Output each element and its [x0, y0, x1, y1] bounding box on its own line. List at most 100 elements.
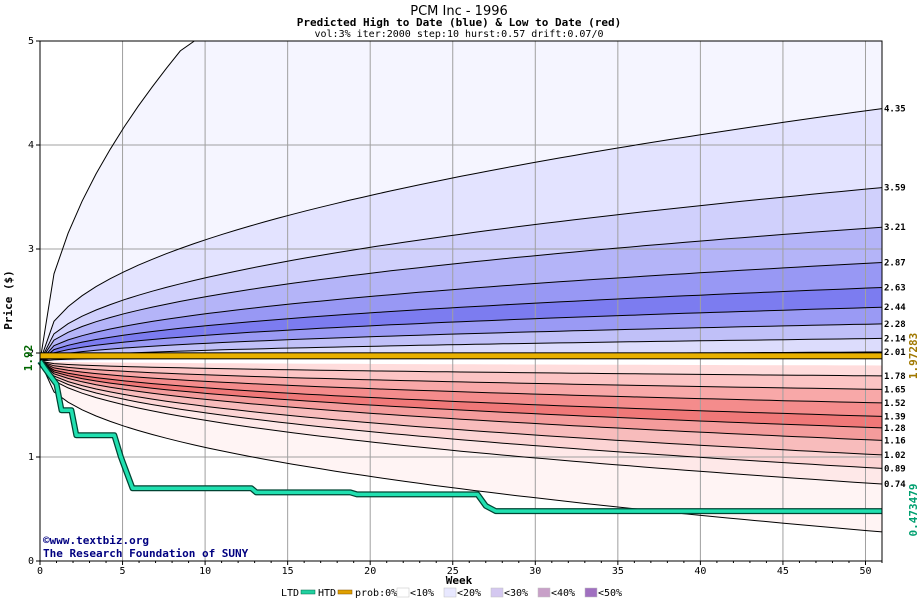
low-contour-1.28	[39, 360, 883, 429]
legend-htd-label: HTD	[318, 588, 336, 599]
y-tick-label-5: 5	[28, 36, 34, 47]
x-tick-label-35: 35	[612, 566, 624, 577]
htd-line	[39, 352, 883, 360]
start-price-label: 1.92	[22, 345, 35, 372]
high-label-2.87: 2.87	[884, 259, 906, 269]
percentile-contours	[39, 40, 883, 533]
y-tick-label-4: 4	[28, 140, 34, 151]
legend-htd-swatch	[337, 589, 353, 595]
low-band-10	[40, 361, 882, 376]
high-label-2.63: 2.63	[884, 283, 906, 293]
low-label-0.89: 0.89	[884, 464, 906, 474]
legend-bin-label-1: <10%	[410, 588, 434, 599]
low-band-7	[40, 361, 882, 417]
legend-ltd-label: LTD	[281, 588, 299, 599]
low-contour-1.65	[39, 360, 883, 390]
x-tick-label-30: 30	[529, 566, 541, 577]
legend-bin-swatch-4	[537, 587, 551, 598]
low-band-2	[40, 361, 882, 484]
y-tick-label-2: 2	[28, 348, 34, 359]
y-tick-label-0: 0	[28, 556, 34, 567]
actual-low-label: 0.473479	[907, 484, 920, 537]
high-band-7	[40, 307, 882, 362]
high-contour-3.21	[39, 226, 883, 362]
low-label-1.16: 1.16	[884, 436, 906, 446]
high-label-4.35: 4.35	[884, 105, 906, 115]
chart-title: PCM Inc - 1996	[410, 4, 508, 19]
credit-site: ©www.textbiz.org	[43, 534, 149, 547]
low-label-1.52: 1.52	[884, 399, 906, 409]
x-tick-label-10: 10	[199, 566, 211, 577]
legend-ltd-swatch	[300, 589, 316, 595]
high-band-6	[40, 287, 882, 362]
low-contour-1.78	[39, 360, 883, 377]
low-label-1.65: 1.65	[884, 385, 906, 395]
high-label-2.01: 2.01	[884, 348, 906, 358]
high-band-8	[40, 323, 882, 362]
low-label-1.78: 1.78	[884, 372, 906, 382]
plot-border	[39, 40, 883, 562]
high-label-3.59: 3.59	[884, 184, 906, 194]
high-contour-2.28	[39, 323, 883, 362]
legend-prob-label: prob:0%	[355, 588, 397, 599]
y-axis-label: Price ($)	[2, 270, 15, 330]
x-tick-label-45: 45	[777, 566, 789, 577]
low-contour-1.02	[39, 360, 883, 456]
chart-subtitle: Predicted High to Date (blue) & Low to D…	[297, 16, 622, 29]
high-band-3	[40, 187, 882, 362]
low-band-6	[40, 361, 882, 428]
legend-bin-label-2: <20%	[457, 588, 481, 599]
high-contour-4.35	[39, 108, 883, 362]
plot-frame	[39, 40, 883, 562]
high-label-2.44: 2.44	[884, 303, 906, 313]
high-contour-2.87	[39, 262, 883, 362]
low-contour-1.52	[39, 360, 883, 404]
high-band-2	[40, 108, 882, 362]
low-band-4	[40, 361, 882, 455]
legend-bin-swatch-1	[396, 587, 410, 598]
low-band-9	[40, 361, 882, 390]
low-band-5	[40, 361, 882, 441]
x-tick-label-15: 15	[282, 566, 294, 577]
ltd-line	[38, 360, 882, 513]
legend-bin-swatch-5	[584, 587, 598, 598]
low-band-3	[40, 361, 882, 469]
high-contour-2.63	[39, 287, 883, 362]
credit-org: The Research Foundation of SUNY	[43, 547, 249, 560]
actual-high-label: 1.97283	[907, 333, 920, 379]
low-label-1.02: 1.02	[884, 451, 906, 461]
low-label-0.74: 0.74	[884, 480, 906, 490]
x-tick-label-40: 40	[694, 566, 706, 577]
high-contour-3.59	[39, 187, 883, 362]
high-band-4	[40, 227, 882, 362]
high-contour-2.14	[39, 337, 883, 362]
x-tick-label-0: 0	[37, 566, 43, 577]
y-tick-label-1: 1	[28, 452, 34, 463]
high-label-2.28: 2.28	[884, 320, 906, 330]
x-axis-label: Week	[446, 574, 473, 587]
low-band-1	[40, 361, 882, 532]
y-tick-label-3: 3	[28, 244, 34, 255]
probability-bands	[40, 41, 882, 532]
legend: LTD HTD prob:0% <10% <20% <30% <40% <50%	[281, 587, 622, 599]
x-tick-label-5: 5	[120, 566, 126, 577]
high-band-1	[40, 41, 882, 362]
high-label-3.21: 3.21	[884, 223, 906, 233]
legend-bin-label-4: <40%	[551, 588, 575, 599]
legend-bin-label-3: <30%	[504, 588, 528, 599]
high-contour-2.44	[39, 306, 883, 362]
low-contour-1.39	[39, 360, 883, 417]
high-label-2.14: 2.14	[884, 334, 906, 344]
chart-params: vol:3% iter:2000 step:10 hurst:0.57 drif…	[315, 29, 604, 40]
low-contour-1.16	[39, 360, 883, 441]
legend-bin-label-5: <50%	[598, 588, 622, 599]
percentile-labels: 4.35 3.59 3.21 2.87 2.63 2.44 2.28 2.14 2.01 1.78…	[884, 105, 906, 490]
high-band-5	[40, 262, 882, 362]
legend-bin-swatch-3	[490, 587, 504, 598]
low-label-1.39: 1.39	[884, 412, 906, 422]
x-tick-label-25: 25	[447, 566, 459, 577]
x-tick-label-20: 20	[364, 566, 376, 577]
lower-envelope-line	[39, 361, 883, 533]
